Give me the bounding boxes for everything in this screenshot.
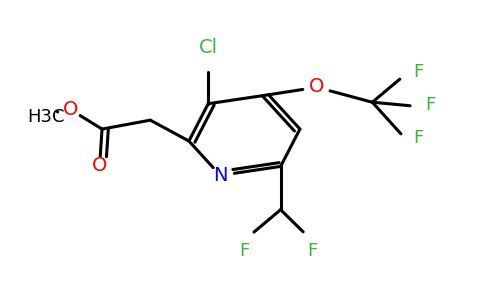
Text: H3C: H3C <box>27 108 65 126</box>
Text: O: O <box>92 156 107 175</box>
Text: F: F <box>413 63 424 81</box>
Text: N: N <box>213 166 227 185</box>
Text: F: F <box>425 96 436 114</box>
Text: F: F <box>239 242 250 260</box>
Text: F: F <box>307 242 317 260</box>
Text: Cl: Cl <box>198 38 218 57</box>
Text: O: O <box>309 77 324 96</box>
Text: F: F <box>413 129 424 147</box>
Text: O: O <box>63 100 78 119</box>
